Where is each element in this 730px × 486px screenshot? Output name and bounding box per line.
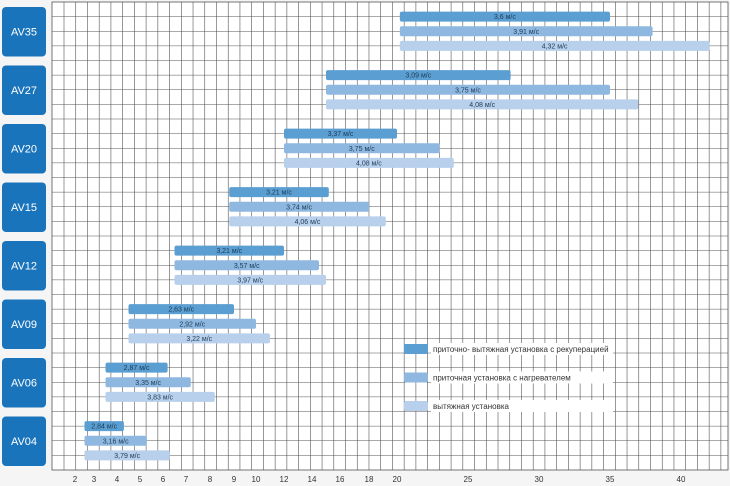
x-tick-label: 6 [161,475,166,484]
bar [326,84,610,95]
x-tick-label: 9 [232,475,237,484]
bars: 3,6 м/с 3,91 м/с4,32 м/с 3,09 м/с 3,75 м/с 4… [84,11,710,461]
legend-label: вытяжная установка [433,402,509,411]
bar-label: 3,83 м/с [147,394,173,401]
legend-text-bg [431,371,613,384]
bar-label: 3,09 м/с [405,73,431,80]
group-label: AV04 [11,436,37,448]
x-tick-label: 3 [92,475,97,484]
bar-label: 3,22 м/с [186,336,212,343]
bar [174,274,326,285]
legend-text-bg [431,343,613,355]
bar [105,362,168,373]
bar [174,245,284,256]
bar-label: 2,84 м/с [91,424,117,431]
group-label: AV09 [11,319,37,331]
group-label-box [2,241,46,291]
bar-label: 3,75 м/с [455,87,481,94]
group-label-box [2,65,46,115]
bar-label: 3,74 м/с [286,204,312,211]
bar-label: 4,08 м/с [356,160,382,167]
group-label-box [2,416,46,466]
x-tick-label: 14 [308,475,317,484]
x-tick-label: 7 [184,475,189,484]
group-label: AV27 [11,85,37,97]
legend-swatch [404,372,428,383]
bar [229,201,369,212]
bar [229,216,386,227]
x-tick-label: 35 [606,475,615,484]
bar [399,40,710,51]
x-tick-label: 18 [365,475,374,484]
legend-text-bg [431,400,613,412]
x-tick-label: 10 [252,475,261,484]
legend-swatch [404,344,428,354]
bar [128,333,270,344]
x-tick-label: 30 [535,475,544,484]
group-label-box [2,358,46,408]
bar-label: 2,63 м/с [168,307,194,314]
group-label: AV06 [11,377,37,389]
x-tick-label: 20 [393,475,402,484]
group-label: AV20 [11,143,37,155]
bar-label: 3,91 м/с [513,29,539,36]
bar [174,260,319,271]
bar [84,450,170,461]
legend-label: приточно- вытяжная установка с рекуперац… [433,345,609,354]
group-label-box [2,299,46,349]
bar-label: 3,6 м/с [494,14,516,21]
legend: приточно- вытяжная установка с рекуперац… [404,343,613,412]
group-label: AV15 [11,202,37,214]
x-tick-label: 25 [464,475,473,484]
bar [105,377,191,388]
bar [105,391,215,402]
bar [128,304,234,315]
bar [229,187,329,198]
bar [326,70,511,81]
bar [84,435,147,446]
group-label-box [2,182,46,232]
bar [128,318,256,329]
bar-label: 3,37 м/с [328,131,354,138]
x-tick-label: 40 [677,475,686,484]
x-tick-label: 12 [280,475,289,484]
bar-label: 4,06 м/с [295,219,321,226]
legend-swatch [404,401,428,411]
bar [284,143,440,154]
bar-label: 2,92 м/с [179,321,205,328]
group-label-box [2,124,46,174]
bar-label: 4,32 м/с [542,43,568,50]
x-tick-label: 16 [336,475,345,484]
bar [84,421,124,432]
bar-label: 3,75 м/с [349,146,375,153]
bar-label: 3,21 м/с [266,190,292,197]
x-tick-label: 4 [115,475,120,484]
bar-label: 2,87 м/с [124,365,150,372]
bar-label: 3,79 м/с [114,453,140,460]
bar-label: 3,16 м/с [103,438,129,445]
bar [326,99,639,110]
x-axis-ticks: 2 3 4 5 6 7 8 9 10 12 14 16 18 20 25 30 35 40 [73,475,686,484]
group-labels: AV35 AV27 AV20 AV15 AV12 AV09 AV06 AV04 [2,7,46,466]
bar [399,26,653,37]
group-label-box [2,7,46,57]
bar-label: 3,35 м/с [135,380,161,387]
group-label: AV12 [11,260,37,272]
bar-label: 4,08 м/с [469,102,495,109]
bar-label: 3,97 м/с [237,277,263,284]
x-tick-label: 5 [138,475,143,484]
bar [399,11,610,22]
legend-label: приточная установка с нагревателем [433,374,571,383]
bar-label: 3,57 м/с [234,263,260,270]
bar [284,128,397,139]
x-tick-label: 8 [208,475,213,484]
group-label: AV35 [11,26,37,38]
bar-label: 3,21 м/с [216,248,242,255]
bar [284,157,454,168]
x-tick-label: 2 [73,475,78,484]
